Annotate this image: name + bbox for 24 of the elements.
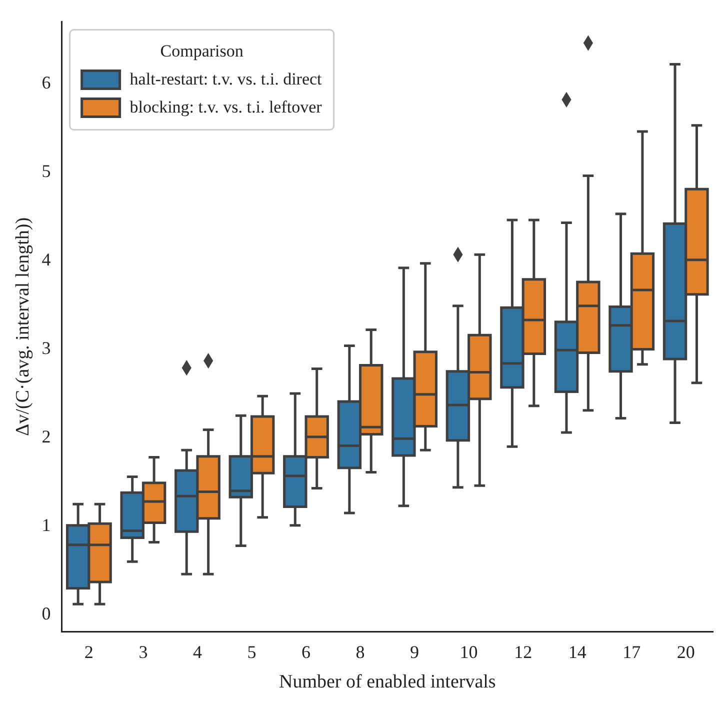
y-tick-label: 2 — [42, 426, 51, 447]
x-tick-label: 10 — [460, 642, 478, 662]
legend-label: blocking: t.v. vs. t.i. leftover — [130, 97, 322, 116]
y-tick-label: 5 — [42, 160, 51, 181]
legend-title: Comparison — [160, 41, 244, 60]
x-tick-label: 3 — [138, 642, 148, 662]
x-tick-label: 8 — [356, 642, 365, 662]
x-tick-label: 12 — [514, 642, 532, 662]
legend-label: halt-restart: t.v. vs. t.i. direct — [130, 69, 322, 88]
x-tick-label: 17 — [622, 642, 641, 662]
y-tick-label: 4 — [42, 250, 51, 270]
y-axis-title: Δv/(C·(avg. interval length)) — [12, 217, 34, 436]
y-tick-label: 6 — [42, 72, 51, 92]
y-tick-label: 1 — [42, 515, 51, 536]
y-tick-label: 0 — [42, 604, 51, 624]
x-tick-label: 5 — [247, 642, 256, 662]
x-axis-title: Number of enabled intervals — [278, 672, 496, 693]
x-tick-label: 2 — [84, 642, 94, 662]
x-tick-label: 9 — [410, 642, 420, 662]
x-tick-label: 20 — [676, 642, 695, 662]
x-tick-label: 6 — [302, 642, 310, 662]
x-tick-label: 4 — [192, 642, 202, 662]
y-tick-label: 3 — [42, 338, 51, 358]
x-tick-label: 14 — [568, 642, 586, 662]
